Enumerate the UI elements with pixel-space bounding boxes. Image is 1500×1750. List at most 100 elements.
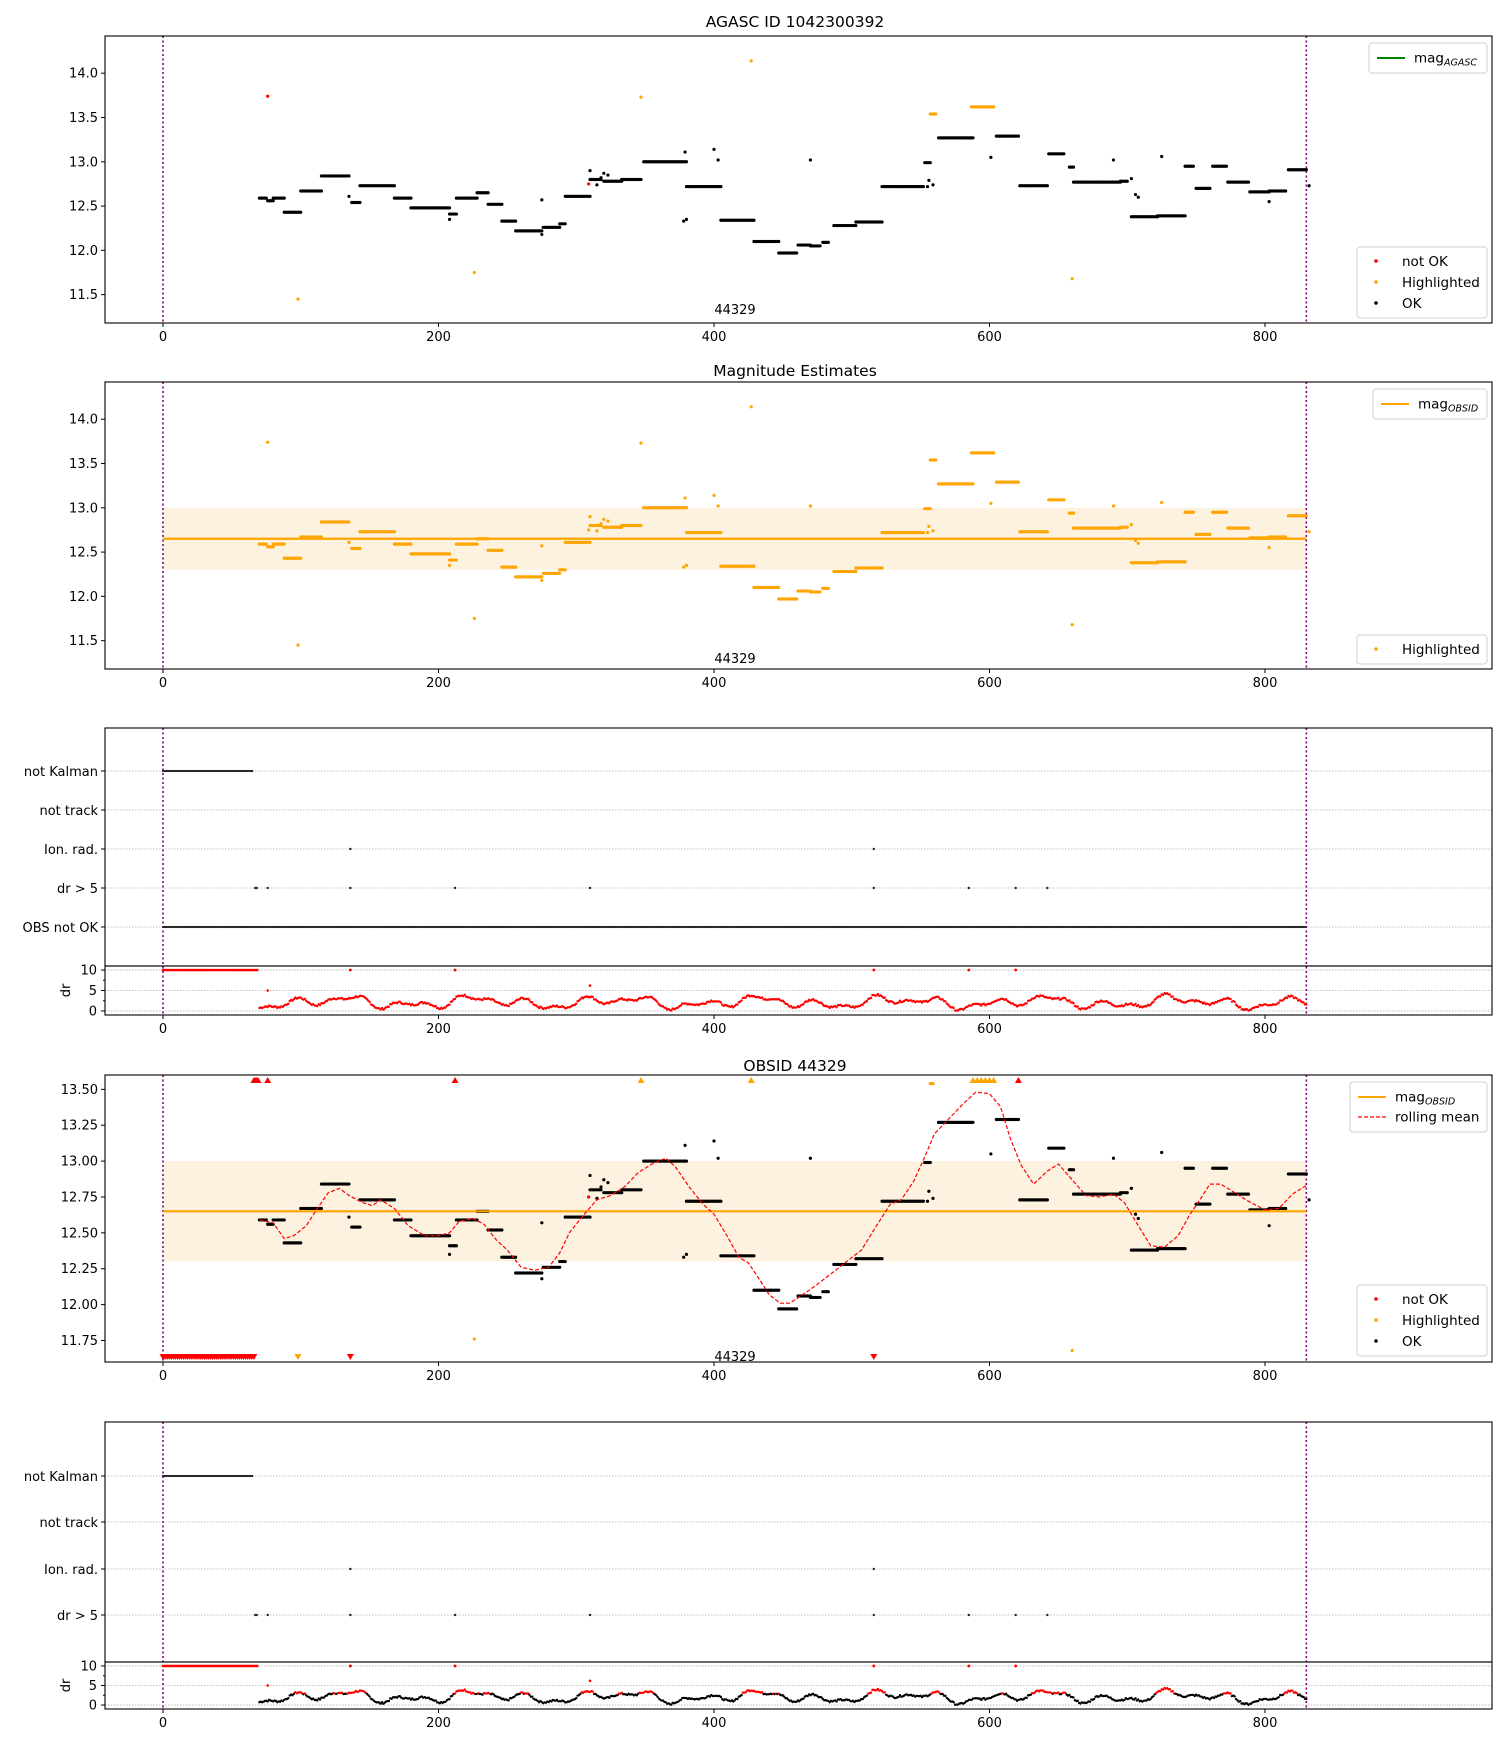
ok-point <box>540 1277 544 1281</box>
obs-not-ok-point <box>709 925 712 929</box>
dr-point <box>802 1697 805 1700</box>
obs-not-ok-point <box>242 925 246 929</box>
highlighted-point <box>752 564 756 568</box>
obs-not-ok-point <box>371 925 375 929</box>
not-kalman-point <box>163 769 166 773</box>
highlighted-point <box>409 542 413 546</box>
obs-not-ok-point <box>284 925 287 929</box>
obs-not-ok-point <box>930 925 933 929</box>
obs-not-ok-point <box>475 925 479 929</box>
obs-not-ok-point <box>365 925 368 929</box>
obs-not-ok-point <box>687 925 690 929</box>
obs-not-ok-point <box>722 925 725 929</box>
obs-not-ok-point <box>469 925 472 929</box>
not-kalman-point <box>244 769 247 773</box>
highlighted-point <box>931 1082 935 1086</box>
obs-not-ok-point <box>214 925 217 929</box>
obs-not-ok-point <box>723 925 727 929</box>
legend-marker <box>1374 1318 1378 1322</box>
obs-not-ok-point <box>966 925 970 929</box>
panel4-annotation: 44329 <box>714 1350 755 1365</box>
obs-not-ok-point <box>704 925 707 929</box>
obs-not-ok-point <box>976 925 980 929</box>
highlighted-point <box>1136 541 1140 545</box>
obs-not-ok-point <box>294 925 297 929</box>
obs-not-ok-point <box>343 925 346 929</box>
x-tick-label: 800 <box>1253 1716 1278 1731</box>
dr-point <box>453 997 457 1001</box>
dr-point <box>944 1694 947 1698</box>
obs-not-ok-point <box>338 925 341 929</box>
ok-point <box>392 184 397 188</box>
not-kalman-point <box>208 769 211 773</box>
obs-not-ok-point <box>525 925 528 929</box>
obs-not-ok-point <box>542 925 545 929</box>
obs-not-ok-point <box>631 925 634 929</box>
obs-not-ok-point <box>857 925 861 929</box>
highlighted-point <box>826 586 830 590</box>
obs-not-ok-point <box>553 925 556 929</box>
obs-not-ok-point <box>955 925 958 929</box>
ok-point <box>684 1159 689 1163</box>
highlighted-point <box>595 529 599 533</box>
obs-not-ok-point <box>626 925 629 929</box>
obs-not-ok-point <box>351 925 355 929</box>
x-tick-label: 600 <box>977 1716 1002 1731</box>
ok-point <box>1284 1206 1288 1211</box>
ok-point <box>1304 168 1308 172</box>
obs-not-ok-point <box>1047 925 1051 929</box>
obs-not-ok-point <box>249 925 252 929</box>
panel1-plot <box>104 35 1493 324</box>
obs-not-ok-point <box>895 925 899 929</box>
highlighted-point <box>472 1337 476 1341</box>
ok-point <box>540 198 544 202</box>
obs-not-ok-point <box>803 925 806 929</box>
ok-point <box>620 1191 624 1195</box>
obs-not-ok-point <box>667 925 670 929</box>
dr-capped-point <box>453 1664 457 1668</box>
not-kalman-point <box>173 769 176 773</box>
not-ok-point <box>587 182 591 186</box>
obs-not-ok-point <box>990 925 993 929</box>
highlighted-point <box>558 571 562 575</box>
obs-not-ok-point <box>942 925 945 929</box>
obs-not-ok-point <box>368 925 371 929</box>
obs-not-ok-point <box>218 925 221 929</box>
obs-not-ok-point <box>161 925 165 929</box>
dr-point <box>1064 996 1067 1000</box>
obs-not-ok-point <box>866 925 869 929</box>
ok-point <box>777 1288 781 1292</box>
obs-not-ok-point <box>669 925 672 929</box>
highlighted-point <box>266 440 270 444</box>
not-kalman-point <box>186 769 189 773</box>
obs-not-ok-point <box>829 925 832 929</box>
ok-point <box>639 177 643 182</box>
dr-point <box>1072 1696 1075 1699</box>
ok-point <box>447 206 452 210</box>
obs-not-ok-point <box>938 925 942 929</box>
dr-gt-5-point <box>1014 1613 1017 1617</box>
ok-point <box>1224 1166 1229 1170</box>
ok-point <box>712 147 716 151</box>
obs-not-ok-point <box>299 925 302 929</box>
legend-subscript: OBSID <box>1425 1097 1455 1108</box>
obs-not-ok-point <box>839 925 842 929</box>
obs-not-ok-point <box>770 925 773 929</box>
obs-not-ok-point <box>1028 925 1031 929</box>
ok-point <box>514 1255 518 1259</box>
not-kalman-point <box>193 769 196 773</box>
ok-point <box>1304 1172 1308 1176</box>
obs-not-ok-point <box>590 925 593 929</box>
ok-point <box>319 189 324 193</box>
ok-point <box>500 202 504 206</box>
obs-not-ok-point <box>545 925 548 929</box>
ok-point <box>1307 1198 1311 1202</box>
obs-not-ok-point <box>737 925 740 929</box>
ok-point <box>989 1152 993 1156</box>
highlighted-point <box>472 270 476 275</box>
x-tick-label: 200 <box>426 330 451 345</box>
obs-not-ok-point <box>292 925 295 929</box>
obs-not-ok-point <box>213 925 216 929</box>
obs-not-ok-point <box>270 925 274 929</box>
obs-not-ok-point <box>441 925 444 929</box>
